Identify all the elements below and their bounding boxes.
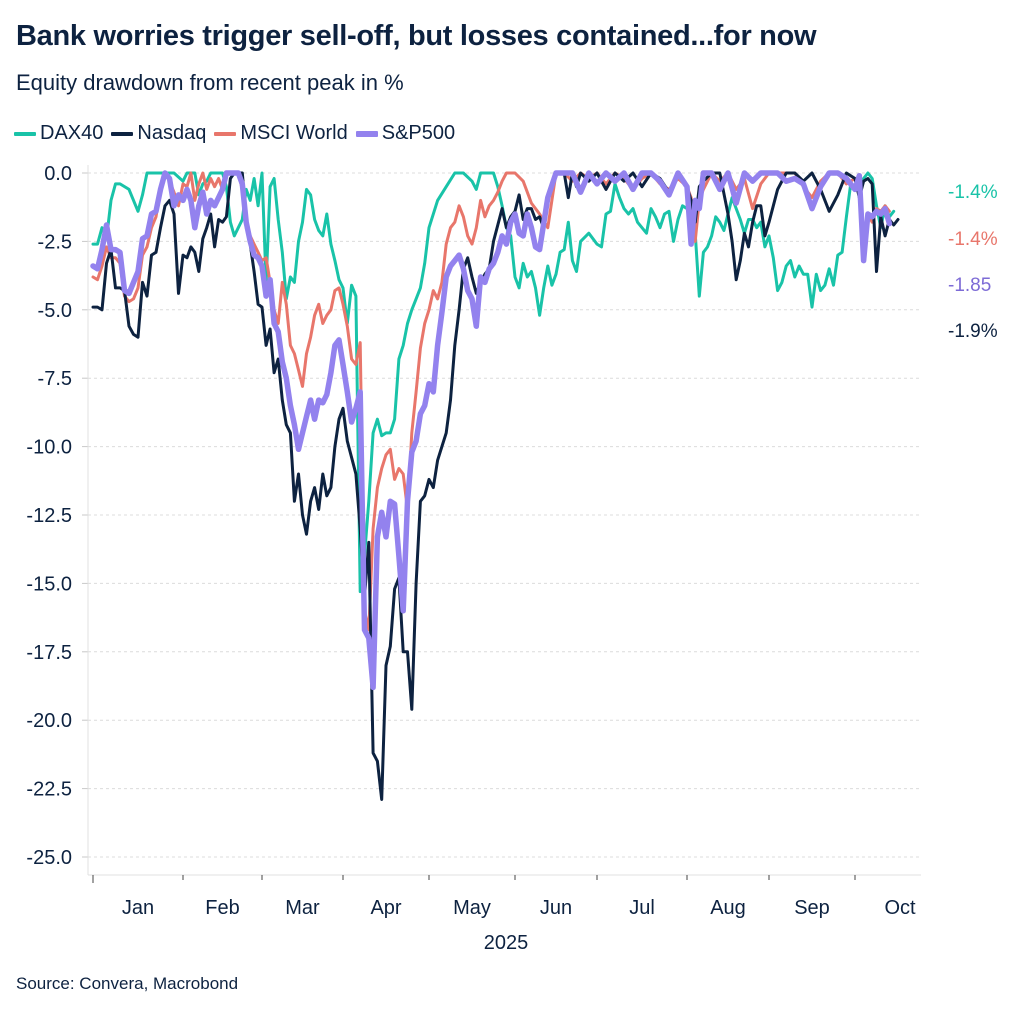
y-tick-label: -10.0 bbox=[26, 437, 72, 459]
axes: 0.0 -2.5 -5.0 -7.5 -10.0 -12.5 -15.0 -17.5 -20.0… bbox=[26, 163, 921, 919]
gridlines bbox=[88, 172, 921, 858]
legend-item-sp500[interactable]: S&P500 bbox=[355, 122, 456, 145]
legend-label-msci-world: MSCI World bbox=[240, 122, 348, 144]
legend-label-dax40: DAX40 bbox=[40, 122, 104, 144]
legend-swatch-dax40 bbox=[14, 131, 36, 136]
x-tick-label: Jul bbox=[629, 897, 655, 919]
end-labels: -1.4% -1.4% -1.85 -1.9% bbox=[948, 182, 998, 342]
y-tick-label: -25.0 bbox=[26, 847, 72, 869]
legend-item-dax40[interactable]: DAX40 bbox=[14, 122, 103, 145]
series-lines bbox=[90, 170, 900, 801]
y-tick-label: -22.5 bbox=[26, 779, 72, 801]
legend-swatch-nasdaq bbox=[111, 131, 134, 136]
legend-label-nasdaq: Nasdaq bbox=[137, 122, 207, 144]
x-axis-label: 2025 bbox=[484, 932, 529, 954]
x-tick-label: Feb bbox=[205, 897, 239, 919]
x-tick-label: Apr bbox=[370, 897, 401, 919]
legend-swatch-msci-world bbox=[214, 131, 237, 136]
x-tick-label: May bbox=[453, 897, 491, 919]
legend-swatch-sp500 bbox=[355, 130, 378, 137]
legend-item-nasdaq[interactable]: Nasdaq bbox=[111, 122, 206, 145]
series-line-nasdaq bbox=[91, 171, 900, 801]
end-label-nasdaq: -1.9% bbox=[948, 321, 998, 342]
y-tick-label: -5.0 bbox=[38, 300, 72, 322]
legend: DAX40 Nasdaq MSCI World S&P500 bbox=[14, 122, 463, 145]
x-tick-label: Aug bbox=[710, 897, 746, 919]
source-note: Source: Convera, Macrobond bbox=[16, 974, 239, 993]
series-line-s-p500 bbox=[90, 170, 893, 691]
x-tick-label: Jan bbox=[122, 897, 154, 919]
x-tick-label: Jun bbox=[540, 897, 572, 919]
y-tick-label: -17.5 bbox=[26, 642, 72, 664]
end-label-msci-world: -1.4% bbox=[948, 229, 998, 250]
x-tick-label: Oct bbox=[884, 897, 916, 919]
end-label-dax40: -1.4% bbox=[948, 182, 998, 203]
chart-title: Bank worries trigger sell-off, but losse… bbox=[16, 20, 817, 52]
end-label-s-p500: -1.85 bbox=[948, 275, 991, 296]
legend-label-sp500: S&P500 bbox=[381, 122, 456, 144]
x-tick-label: Sep bbox=[794, 897, 830, 919]
y-tick-label: -12.5 bbox=[26, 505, 72, 527]
y-tick-label: 0.0 bbox=[44, 163, 72, 185]
y-tick-label: -2.5 bbox=[38, 231, 72, 253]
legend-item-msci-world[interactable]: MSCI World bbox=[214, 122, 348, 145]
y-tick-label: -7.5 bbox=[38, 368, 72, 390]
y-tick-label: -20.0 bbox=[26, 710, 72, 732]
chart-subtitle: Equity drawdown from recent peak in % bbox=[16, 70, 404, 95]
y-tick-label: -15.0 bbox=[26, 573, 72, 595]
x-tick-label: Mar bbox=[285, 897, 320, 919]
